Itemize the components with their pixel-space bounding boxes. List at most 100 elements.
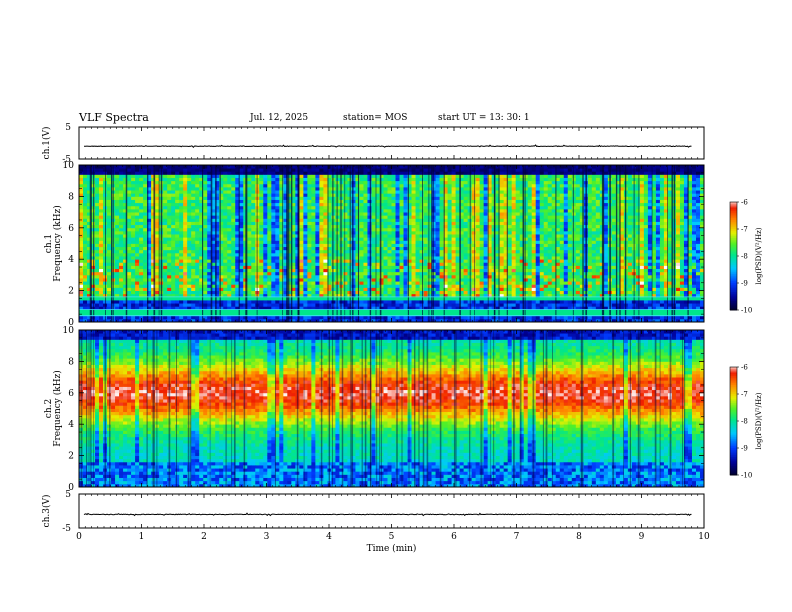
spectrogram-cell (419, 218, 424, 222)
spectrogram-cell (291, 252, 296, 257)
spectrogram-cell (443, 196, 448, 200)
spectrogram-cell (383, 274, 388, 279)
spectrogram-cell (275, 284, 280, 288)
spectrogram-cell (171, 218, 176, 222)
spectrogram-cell (175, 312, 180, 317)
spectrogram-cell (375, 237, 380, 241)
spectrogram-cell (315, 215, 320, 219)
spectrogram-cell (79, 256, 84, 260)
spectrogram-cell (307, 171, 312, 175)
spectrogram-cell (99, 293, 104, 298)
spectrogram-cell (187, 212, 192, 216)
spectrogram-cell (143, 205, 148, 210)
spectrogram-cell (107, 177, 112, 182)
spectrogram-cell (303, 287, 308, 291)
spectrogram-cell (227, 190, 232, 194)
spectrogram-cell (403, 287, 408, 291)
spectrogram-cell (323, 215, 328, 219)
spectrogram-cell (99, 306, 104, 310)
spectrogram-cell (251, 215, 256, 219)
spectrogram-cell (343, 196, 348, 200)
spectrogram-cell (191, 278, 196, 282)
spectrogram-cell (327, 293, 332, 298)
spectrogram-cell (87, 287, 92, 291)
spectrogram-cell (219, 240, 224, 244)
spectrogram-cell (323, 224, 328, 229)
spectrogram-cell (163, 196, 168, 200)
spectrogram-cell (131, 284, 136, 288)
spectrogram-cell (387, 296, 392, 301)
spectrogram-cell (175, 227, 180, 232)
spectrogram-cell (319, 303, 324, 307)
spectrogram-cell (171, 243, 176, 248)
spectrogram-cell (155, 306, 160, 310)
spectrogram-cell (399, 303, 404, 307)
spectrogram-cell (267, 196, 272, 200)
spectrogram-cell (151, 240, 156, 244)
spectrogram-cell (143, 230, 148, 235)
spectrogram-cell (119, 218, 124, 222)
spectrogram-cell (435, 240, 440, 244)
spectrogram-cell (155, 290, 160, 295)
spectrogram-cell (127, 271, 132, 276)
spectrogram-cell (367, 171, 372, 175)
spectrogram-cell (455, 256, 461, 260)
spectrogram-cell (263, 268, 268, 273)
spectrogram-cell (203, 171, 208, 175)
spectrogram-cell (207, 180, 212, 185)
spectrogram-cell (315, 268, 320, 273)
spectrogram-cell (347, 271, 352, 276)
spectrogram-cell (311, 259, 316, 263)
spectrogram-cell (303, 202, 308, 207)
spectrogram-cell (447, 240, 452, 244)
spectrogram-cell (387, 212, 392, 216)
spectrogram-cell (343, 278, 348, 282)
spectrogram-cell (287, 190, 292, 194)
spectrogram-cell (387, 309, 392, 313)
spectrogram-cell (363, 221, 368, 226)
spectrogram-cell (203, 303, 208, 307)
spectrogram-cell (435, 190, 440, 194)
spectrogram-cell (351, 318, 356, 323)
spectrogram-cell (223, 256, 228, 260)
spectrogram-cell (115, 227, 120, 232)
spectrogram-cell (291, 186, 296, 191)
spectrogram-cell (351, 315, 356, 320)
spectrogram-cell (363, 199, 368, 204)
spectrogram-cell (395, 309, 400, 313)
spectrogram-cell (191, 190, 196, 194)
spectrogram-cell (131, 249, 136, 254)
spectrogram-cell (399, 240, 404, 244)
spectrogram-cell (107, 212, 112, 216)
spectrogram-cell (187, 186, 192, 191)
spectrogram-cell (455, 171, 461, 175)
spectrogram-cell (87, 234, 92, 238)
spectrogram-cell (307, 309, 312, 313)
spectrogram-cell (347, 177, 352, 182)
spectrogram-cell (215, 259, 220, 263)
spectrogram-cell (95, 306, 100, 310)
spectrogram-cell (395, 190, 400, 194)
spectrogram-cell (231, 262, 236, 266)
spectrogram-cell (427, 224, 432, 229)
spectrogram-cell (395, 296, 400, 301)
spectrogram-cell (267, 284, 272, 288)
spectrogram-cell (151, 300, 156, 304)
spectrogram-cell (187, 296, 192, 301)
spectrogram-cell (447, 268, 452, 273)
spectrogram-cell (251, 293, 256, 298)
spectrogram-cell (171, 252, 176, 257)
spectrogram-cell (227, 243, 232, 248)
spectrogram-cell (171, 165, 176, 169)
spectrogram-cell (231, 278, 236, 282)
spectrogram-cell (215, 309, 220, 313)
spectrogram-cell (439, 196, 444, 200)
spectrogram-cell (155, 208, 160, 213)
spectrogram-cell (387, 186, 392, 191)
spectrogram-cell (347, 252, 352, 257)
spectrogram-cell (123, 287, 128, 291)
spectrogram-cell (207, 186, 212, 191)
spectrogram-cell (127, 196, 132, 200)
spectrogram-cell (375, 287, 380, 291)
spectrogram-cell (223, 315, 228, 320)
